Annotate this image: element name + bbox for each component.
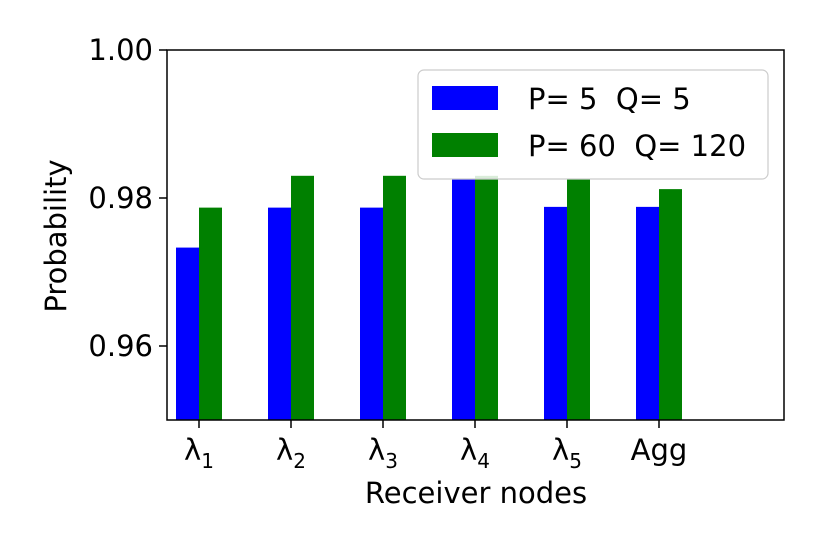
- bars-layer: [176, 175, 682, 420]
- x-tick-label: λ5: [552, 433, 582, 473]
- legend-label-series-1: P= 5 Q= 5: [528, 82, 691, 116]
- bar-series-1-cat-6: [636, 206, 659, 420]
- bar-series-1-cat-5: [544, 206, 567, 420]
- bar-series-2-cat-5: [567, 179, 590, 420]
- x-tick-label: Agg: [631, 433, 688, 467]
- y-tick-label: 0.98: [88, 181, 153, 215]
- x-tick-label: λ1: [184, 433, 214, 473]
- x-axis: λ1 λ2 λ3 λ4 λ5 Agg: [184, 420, 687, 473]
- bar-series-2-cat-4: [475, 175, 498, 420]
- bar-series-2-cat-3: [383, 175, 406, 420]
- bar-series-1-cat-1: [176, 247, 199, 420]
- bar-series-2-cat-2: [291, 175, 314, 420]
- legend-label-series-2: P= 60 Q= 120: [528, 129, 746, 163]
- bar-series-1-cat-3: [360, 207, 383, 420]
- x-tick-label: λ2: [276, 433, 306, 473]
- x-axis-label: Receiver nodes: [365, 476, 587, 510]
- bar-series-1-cat-2: [268, 207, 291, 420]
- bar-series-2-cat-6: [659, 189, 682, 420]
- bar-series-2-cat-1: [199, 207, 222, 420]
- y-tick-label: 0.96: [88, 329, 153, 363]
- bar-series-1-cat-4: [452, 179, 475, 420]
- y-tick-label: 1.00: [88, 33, 153, 67]
- legend-frame: [417, 69, 769, 180]
- legend-swatch-series-2: [432, 133, 498, 157]
- x-tick-label: λ3: [368, 433, 398, 473]
- legend-swatch-series-1: [432, 86, 498, 110]
- y-axis: 0.96 0.98 1.00: [88, 33, 167, 363]
- y-axis-label: Probability: [39, 159, 73, 312]
- legend: P= 5 Q= 5 P= 60 Q= 120: [417, 69, 769, 180]
- x-tick-label: λ4: [460, 433, 490, 473]
